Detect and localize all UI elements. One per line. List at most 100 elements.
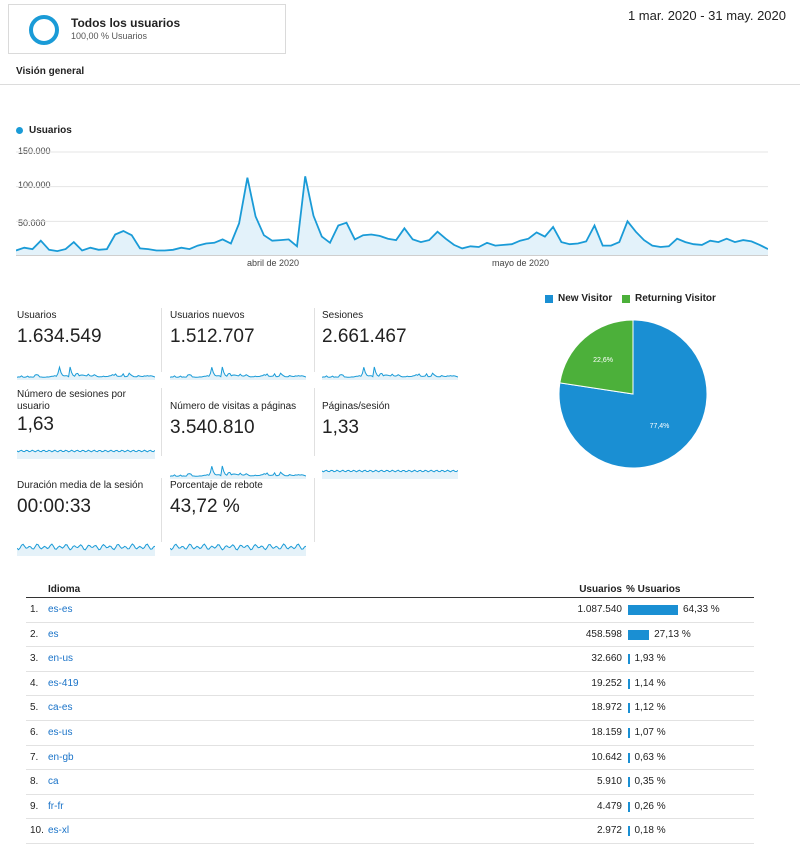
metric-label: Usuarios [17, 310, 57, 321]
row-index: 2. [30, 628, 39, 640]
row-index: 3. [30, 653, 39, 665]
metric-divider [314, 308, 315, 372]
language-link[interactable]: en-gb [48, 751, 74, 763]
language-link[interactable]: en-us [48, 653, 74, 665]
pct-bar [628, 727, 630, 738]
series-line-usuarios [16, 176, 768, 253]
row-pct: 27,13 % [654, 628, 691, 640]
sparkline-line [170, 366, 306, 378]
metric-sesiones-por-usuario[interactable]: Número de sesiones por usuario 1,63 [17, 389, 159, 459]
metric-paginas-sesion[interactable]: Páginas/sesión 1,33 [322, 401, 464, 479]
metric-sparkline [170, 543, 306, 556]
pct-bar [628, 752, 630, 763]
language-link[interactable]: ca-es [48, 702, 73, 714]
sparkline-line [170, 543, 306, 551]
segment-title: Todos los usuarios [71, 16, 181, 30]
row-users: 19.252 [591, 677, 622, 689]
pct-bar [628, 629, 650, 640]
pie-legend-returning[interactable]: Returning Visitor [622, 293, 716, 304]
metric-visitas-paginas[interactable]: Número de visitas a páginas 3.540.810 [170, 401, 312, 479]
pie-legend-label: New Visitor [558, 293, 613, 304]
metric-label: Duración media de la sesión [17, 480, 144, 491]
pct-bar [628, 605, 678, 615]
metric-sparkline [322, 469, 458, 479]
table-row: 6. es-us 18.159 1,07 % [26, 721, 754, 746]
header-usuarios[interactable]: Usuarios [579, 584, 622, 595]
metric-label: Número de visitas a páginas [170, 401, 297, 412]
metric-usuarios[interactable]: Usuarios 1.634.549 [17, 310, 159, 380]
header-pct-usuarios[interactable]: % Usuarios [626, 584, 681, 595]
row-pct: 1,93 % [634, 653, 666, 665]
language-table: Idioma Usuarios % Usuarios 1. es-es 1.087.… [26, 580, 754, 844]
segment-card[interactable]: Todos los usuarios 100,00 % Usuarios [8, 4, 286, 54]
metric-divider [161, 478, 162, 542]
sparkline-line [17, 365, 155, 378]
language-link[interactable]: es-419 [48, 677, 79, 689]
metric-duracion-sesion[interactable]: Duración media de la sesión 00:00:33 [17, 480, 159, 556]
metric-value: 1,33 [322, 417, 359, 438]
sparkline-area [17, 367, 155, 380]
row-users: 18.972 [591, 702, 622, 714]
sparkline-line [17, 543, 155, 551]
pie-slice-label: 22,6% [593, 357, 613, 364]
row-index: 6. [30, 726, 39, 738]
legend-dot-icon [16, 127, 23, 134]
legend-label: Usuarios [29, 125, 72, 136]
language-link[interactable]: ca [48, 776, 59, 788]
row-pct: 0,26 % [634, 800, 666, 812]
tab-vision-general[interactable]: Visión general [10, 66, 91, 85]
segment-ring-icon [29, 15, 59, 45]
sparkline-area [170, 367, 306, 380]
row-index: 9. [30, 800, 39, 812]
row-pct: 1,12 % [634, 702, 666, 714]
sparkline-area [170, 544, 306, 556]
table-body: 1. es-es 1.087.540 64,33 % 2. es 458.598 27,13 … [26, 598, 754, 844]
metric-divider [161, 388, 162, 456]
table-row: 5. ca-es 18.972 1,12 % [26, 696, 754, 721]
row-pct: 0,63 % [634, 751, 666, 763]
language-link[interactable]: es-us [48, 726, 73, 738]
language-link[interactable]: es-xl [48, 825, 70, 837]
pie-legend-label: Returning Visitor [635, 293, 716, 304]
metric-label: Páginas/sesión [322, 401, 390, 412]
language-link[interactable]: es-es [48, 604, 73, 615]
pie-slice-returning-visitor [559, 319, 634, 395]
main-chart-legend[interactable]: Usuarios [16, 125, 72, 136]
pct-bar [628, 826, 630, 837]
metric-sesiones[interactable]: Sesiones 2.661.467 [322, 310, 464, 380]
metric-sparkline [17, 365, 155, 380]
sparkline-line [17, 449, 155, 453]
row-users: 4.479 [596, 800, 622, 812]
row-pct: 1,14 % [634, 677, 666, 689]
metric-usuarios-nuevos[interactable]: Usuarios nuevos 1.512.707 [170, 310, 312, 380]
row-users: 458.598 [585, 628, 622, 640]
metric-label: Sesiones [322, 310, 364, 321]
users-area-chart [16, 151, 768, 256]
row-users: 18.159 [591, 726, 622, 738]
table-row: 9. fr-fr 4.479 0,26 % [26, 795, 754, 820]
row-pct: 0,18 % [634, 825, 666, 837]
sparkline-area [17, 450, 155, 459]
sparkline-area [17, 544, 155, 556]
metric-sparkline [322, 366, 458, 380]
row-users: 5.910 [596, 776, 622, 788]
pie-slice-label: 77,4% [650, 423, 670, 430]
metric-porcentaje-rebote[interactable]: Porcentaje de rebote 43,72 % [170, 480, 312, 556]
row-users: 32.660 [591, 653, 622, 665]
pct-bar [628, 801, 630, 812]
table-header: Idioma Usuarios % Usuarios [26, 580, 754, 598]
pie-legend-new[interactable]: New Visitor [545, 293, 612, 304]
legend-square-icon [622, 294, 630, 303]
metric-value: 43,72 % [170, 496, 240, 517]
language-link[interactable]: es [48, 628, 59, 640]
date-range-selector[interactable]: 1 mar. 2020 - 31 may. 2020 [627, 8, 786, 23]
legend-square-icon [545, 294, 553, 303]
sparkline-area [322, 470, 458, 479]
header-idioma[interactable]: Idioma [48, 584, 81, 595]
metric-sparkline [17, 449, 155, 459]
language-link[interactable]: fr-fr [48, 800, 64, 812]
y-tick-label: 50.000 [18, 218, 46, 228]
sparkline-line [322, 469, 458, 473]
row-index: 1. [30, 604, 39, 615]
metric-sparkline [17, 543, 155, 556]
